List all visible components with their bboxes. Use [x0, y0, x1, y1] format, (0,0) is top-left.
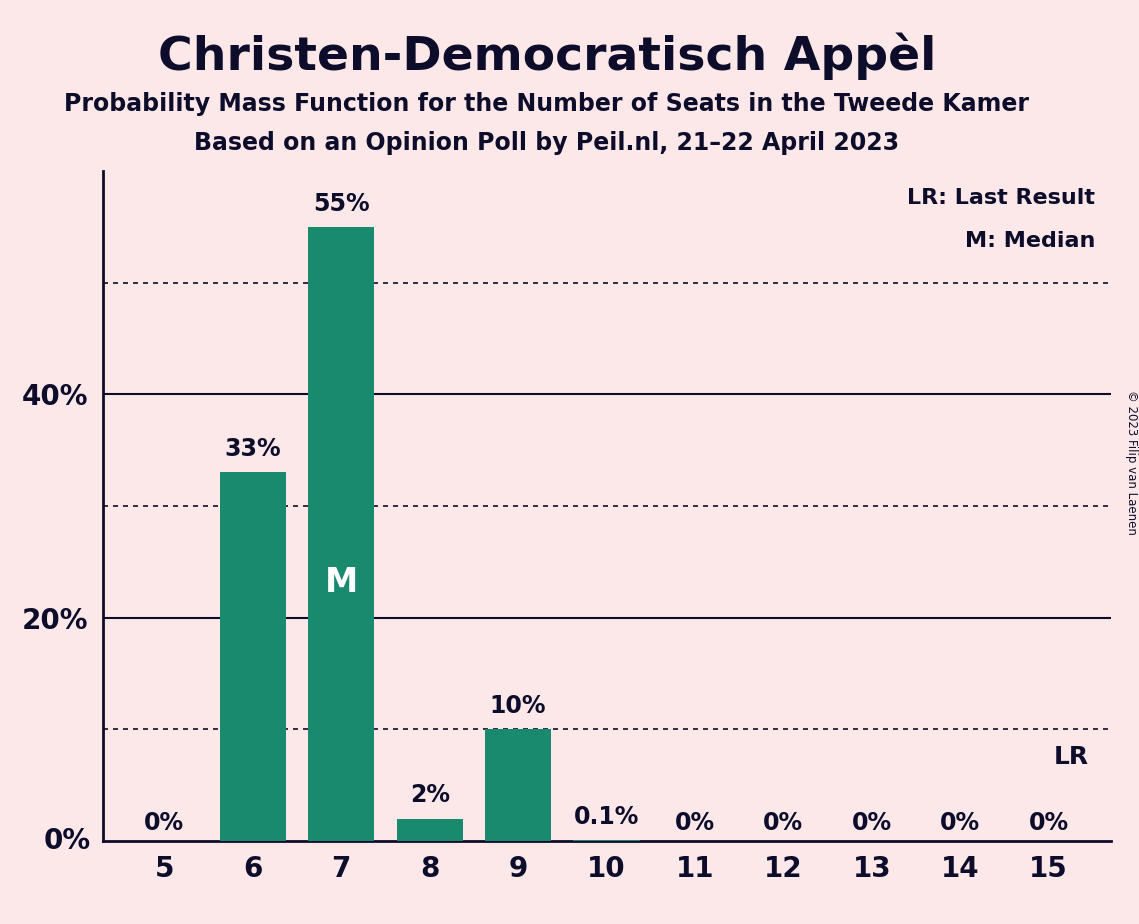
- Text: 0%: 0%: [1029, 811, 1068, 835]
- Text: 55%: 55%: [313, 191, 369, 215]
- Text: 0%: 0%: [763, 811, 803, 835]
- Text: LR: Last Result: LR: Last Result: [908, 188, 1096, 208]
- Text: Probability Mass Function for the Number of Seats in the Tweede Kamer: Probability Mass Function for the Number…: [64, 92, 1030, 116]
- Text: M: M: [325, 566, 358, 600]
- Bar: [220, 472, 286, 841]
- Bar: [396, 819, 462, 841]
- Text: Christen-Democratisch Appèl: Christen-Democratisch Appèl: [157, 32, 936, 79]
- Bar: [485, 729, 551, 841]
- Text: 0%: 0%: [145, 811, 185, 835]
- Text: 0%: 0%: [675, 811, 715, 835]
- Text: 0%: 0%: [940, 811, 981, 835]
- Text: © 2023 Filip van Laenen: © 2023 Filip van Laenen: [1124, 390, 1138, 534]
- Text: 0.1%: 0.1%: [574, 805, 639, 829]
- Text: 2%: 2%: [410, 784, 450, 808]
- Text: 0%: 0%: [852, 811, 892, 835]
- Text: LR: LR: [1054, 745, 1089, 769]
- Text: 33%: 33%: [224, 437, 281, 461]
- Bar: [573, 840, 640, 841]
- Text: 0%: 0%: [43, 827, 90, 855]
- Text: Based on an Opinion Poll by Peil.nl, 21–22 April 2023: Based on an Opinion Poll by Peil.nl, 21–…: [194, 131, 900, 155]
- Bar: [308, 226, 375, 841]
- Text: M: Median: M: Median: [965, 231, 1096, 251]
- Text: 10%: 10%: [490, 694, 547, 718]
